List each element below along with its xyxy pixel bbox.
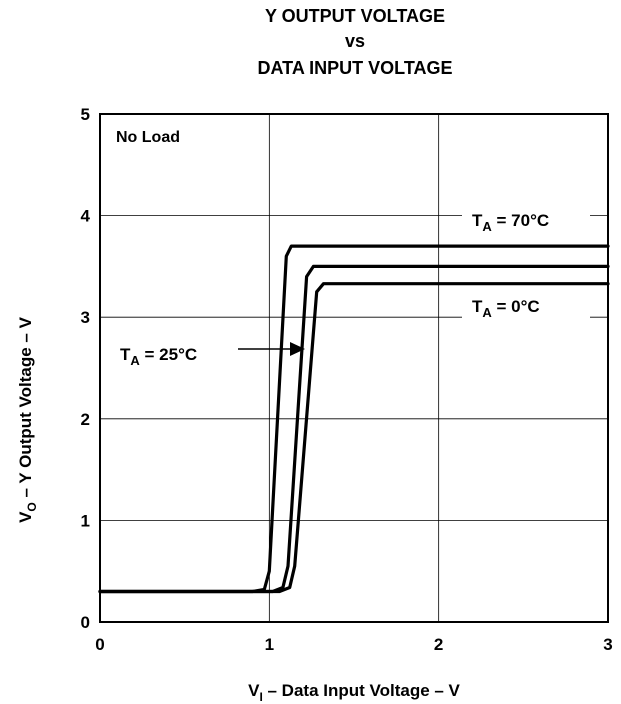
y-tick-label-2: 2 [81, 410, 90, 429]
series-layer [98, 244, 610, 594]
y-axis-label: VO – Y Output Voltage – V [16, 316, 39, 522]
x-axis-label: VI – Data Input Voltage – V [248, 681, 460, 704]
x-tick-label-1: 1 [265, 635, 274, 654]
y-tick-label-0: 0 [81, 613, 90, 632]
legend-label-25c: TA = 25°C [120, 345, 197, 368]
chart-title-line-2: vs [344, 31, 366, 51]
legend-arrow-25c-head [290, 342, 305, 356]
y-tick-label-4: 4 [81, 207, 91, 226]
chart-title-line-1: Y OUTPUT VOLTAGE [264, 6, 445, 26]
y-tick-label-5: 5 [81, 105, 90, 124]
x-tick-label-3: 3 [603, 635, 612, 654]
chart-title-line-3: DATA INPUT VOLTAGE [257, 58, 453, 78]
series-line-0c [98, 282, 610, 594]
y-tick-label-1: 1 [81, 511, 90, 530]
x-tick-label-0: 0 [95, 635, 104, 654]
y-tick-label-3: 3 [81, 308, 90, 327]
legend-label-0c: TA = 0°C [472, 297, 540, 320]
x-tick-label-2: 2 [434, 635, 443, 654]
legend-label-70c: TA = 70°C [472, 211, 549, 234]
no-load-label: No Load [116, 129, 180, 146]
plot-frame [99, 113, 609, 623]
tick-labels: 0 1 2 3 0 1 2 3 4 5 [81, 105, 613, 654]
